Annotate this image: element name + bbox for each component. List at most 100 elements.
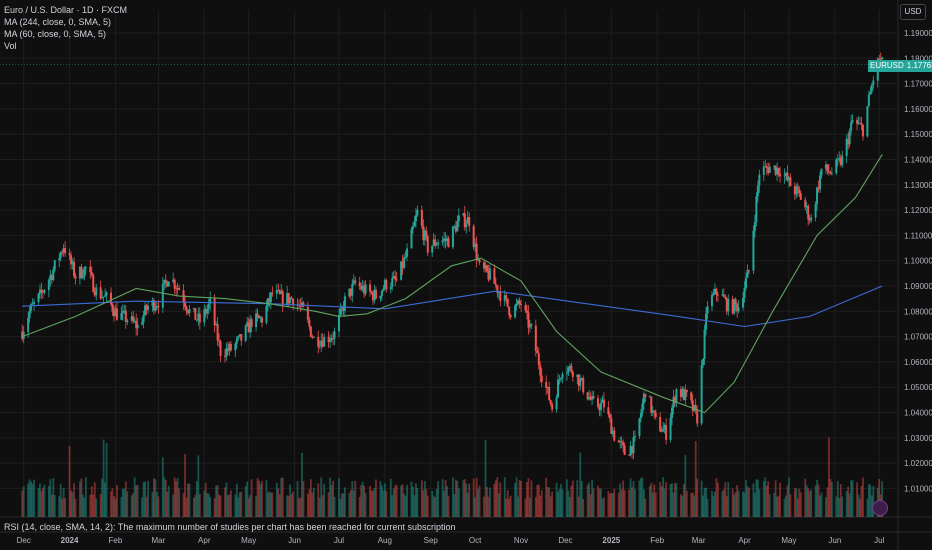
candle <box>779 173 782 177</box>
volume-bar <box>259 484 262 517</box>
candle <box>555 397 558 410</box>
volume-bar <box>219 495 222 517</box>
candle <box>363 285 366 294</box>
candle <box>628 454 631 456</box>
volume-bar <box>238 492 241 517</box>
volume-bar <box>767 481 770 517</box>
candle <box>767 167 770 174</box>
candle <box>27 317 30 332</box>
candle <box>289 297 292 304</box>
candle <box>70 255 73 265</box>
volume-bar <box>580 480 583 517</box>
candle <box>845 138 848 156</box>
volume-bar <box>754 492 756 517</box>
legend-volume[interactable]: Vol <box>4 41 17 51</box>
candle <box>110 292 113 305</box>
candle <box>525 310 528 313</box>
candle <box>451 226 454 248</box>
volume-bar <box>474 497 477 517</box>
volume-bar <box>634 488 636 517</box>
x-tick-label: Oct <box>469 536 482 545</box>
candle <box>47 280 50 291</box>
candle <box>318 346 321 347</box>
volume-bar <box>218 494 220 517</box>
volume-bar <box>280 477 283 517</box>
volume-bar <box>64 498 67 517</box>
candle <box>700 365 703 424</box>
candle <box>734 299 737 305</box>
candle <box>247 322 250 333</box>
volume-bar <box>320 477 323 517</box>
legend-ma-244[interactable]: MA (244, close, 0, SMA, 5) <box>4 17 112 27</box>
volume-bar <box>475 477 478 517</box>
candle <box>372 292 375 301</box>
candle <box>374 289 377 299</box>
candle <box>40 289 43 293</box>
candle <box>793 186 796 195</box>
candle <box>851 120 854 123</box>
legend-ma-60[interactable]: MA (60, close, 0, SMA, 5) <box>4 29 107 39</box>
volume-bar <box>758 488 761 517</box>
volume-bar <box>468 483 471 517</box>
candle <box>483 262 486 269</box>
volume-bar <box>706 498 709 517</box>
volume-bar <box>628 489 630 517</box>
candle <box>151 300 154 306</box>
candle <box>354 280 357 283</box>
volume-bar <box>323 483 326 517</box>
candle <box>423 230 426 241</box>
volume-bar <box>237 497 240 517</box>
candle <box>857 123 860 124</box>
candle <box>278 290 281 294</box>
candle <box>454 226 457 232</box>
volume-bar <box>703 487 706 517</box>
volume-bar <box>789 494 792 517</box>
candle <box>586 392 589 400</box>
volume-bar <box>204 483 207 517</box>
candle <box>327 336 330 342</box>
candle <box>819 175 822 190</box>
candle <box>561 373 564 379</box>
candle <box>816 187 819 205</box>
volume-bar <box>281 477 284 517</box>
volume-bar <box>828 437 830 517</box>
candle <box>706 306 709 314</box>
volume-bar <box>104 482 106 517</box>
candle <box>463 213 466 228</box>
volume-bar <box>30 481 32 517</box>
volume-bar <box>776 496 779 517</box>
candle <box>787 177 790 181</box>
legend-symbol[interactable]: Euro / U.S. Dollar · 1D · FXCM <box>4 5 128 15</box>
candle <box>634 436 637 438</box>
tradingview-logo-icon[interactable] <box>872 500 888 516</box>
candle <box>576 374 579 377</box>
volume-bar <box>172 494 175 517</box>
volume-bar <box>341 493 343 517</box>
candle <box>632 437 635 454</box>
volume-bar <box>736 485 739 517</box>
volume-bar <box>420 480 423 517</box>
candle <box>752 230 755 271</box>
volume-bar <box>83 497 86 517</box>
candle <box>478 259 481 263</box>
candle <box>130 316 133 321</box>
x-tick-label: Apr <box>738 536 751 545</box>
candle <box>306 306 309 320</box>
candle <box>514 305 517 318</box>
candle <box>727 298 730 312</box>
candle <box>493 268 496 284</box>
candle <box>73 261 76 276</box>
volume-bar <box>807 488 810 517</box>
volume-bar <box>360 485 363 517</box>
volume-bar <box>352 490 355 517</box>
volume-bar <box>342 492 345 517</box>
volume-bar <box>700 480 703 517</box>
candle <box>693 404 696 411</box>
candle <box>207 303 210 309</box>
candle <box>509 315 512 318</box>
currency-selector[interactable]: USD <box>900 4 926 20</box>
candle <box>611 430 614 434</box>
candle <box>271 292 274 294</box>
candle <box>725 298 728 312</box>
